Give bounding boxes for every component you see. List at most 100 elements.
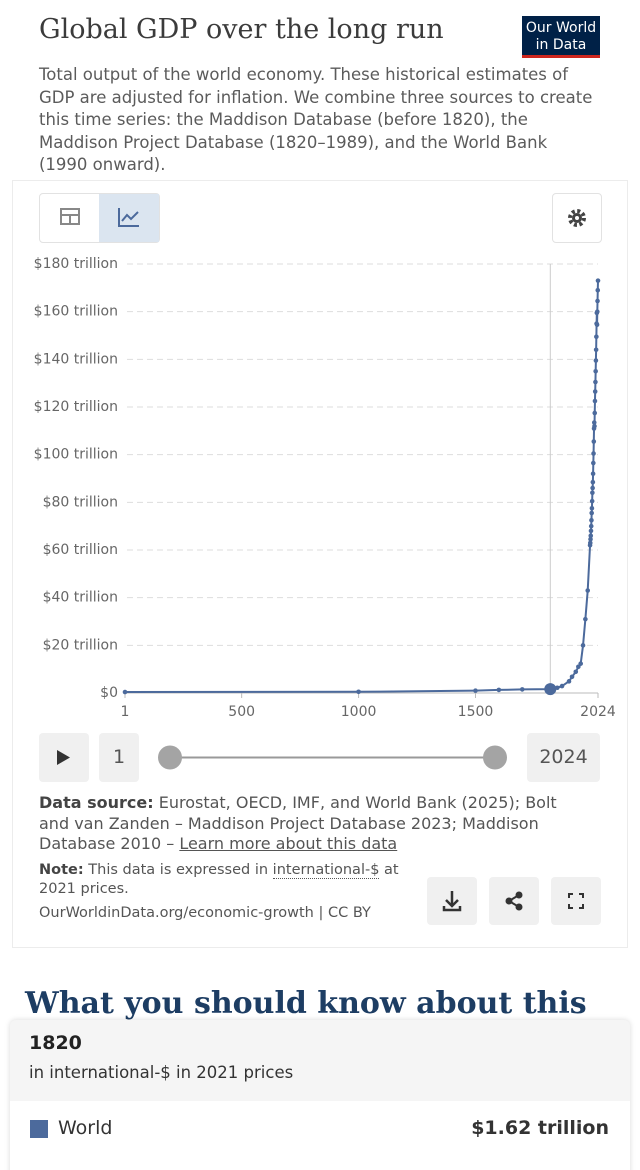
data-point <box>590 490 595 496</box>
data-point <box>593 368 598 374</box>
data-point <box>590 479 596 485</box>
download-icon <box>442 891 462 912</box>
settings-button[interactable] <box>552 193 602 243</box>
data-point <box>588 533 594 538</box>
timeline-start[interactable]: 1 <box>99 733 139 782</box>
data-point <box>592 398 598 404</box>
data-point <box>594 334 599 339</box>
url: OurWorldinData.org/economic-growth | CC … <box>39 905 371 921</box>
data-point <box>591 460 596 466</box>
chart-tab[interactable] <box>99 194 159 242</box>
x-tick-label: 1000 <box>341 704 377 720</box>
data-point <box>496 687 502 693</box>
data-point <box>593 379 598 385</box>
data-point <box>593 358 599 363</box>
data-point <box>591 451 596 456</box>
data-point <box>590 471 596 477</box>
data-point <box>589 517 594 523</box>
y-tick-label: $60 trillion <box>43 542 118 558</box>
data-point <box>592 389 598 394</box>
data-point <box>566 679 572 684</box>
share-button[interactable] <box>489 877 539 925</box>
logo-line: in Data <box>535 37 587 53</box>
data-point <box>591 439 597 444</box>
learn-more-link[interactable]: Learn more about this data <box>179 834 398 853</box>
data-point <box>592 410 598 416</box>
download-button[interactable] <box>427 877 477 925</box>
data-point <box>594 309 600 314</box>
highlight-point <box>544 683 557 696</box>
data-point <box>588 523 594 529</box>
timeline-slider[interactable] <box>150 733 520 782</box>
data-point <box>583 616 588 622</box>
data-point <box>589 498 595 504</box>
data-point <box>589 510 594 516</box>
data-point <box>585 588 591 593</box>
source-label: Data source: <box>39 793 154 812</box>
tab-group <box>39 193 160 243</box>
fullscreen-icon <box>568 893 584 909</box>
table-icon <box>60 208 80 225</box>
y-tick-label: $40 trillion <box>43 590 118 606</box>
tooltip-value: $1.62 trillion <box>471 1117 609 1139</box>
share-icon <box>505 891 523 911</box>
note-link[interactable]: international-$ <box>272 862 380 879</box>
data-point <box>519 687 525 692</box>
data-point <box>588 536 593 542</box>
data-point <box>587 540 593 546</box>
title: Global GDP over the long run <box>39 14 444 45</box>
timeline-end[interactable]: 2024 <box>527 733 600 782</box>
data-point <box>594 322 600 328</box>
y-tick-label: $180 trillion <box>34 256 118 272</box>
legend-swatch <box>30 1120 48 1138</box>
data-point <box>595 298 600 304</box>
play-button[interactable] <box>39 733 89 782</box>
logo[interactable]: Our World in Data <box>522 16 600 58</box>
tooltip: 1820 in international-$ in 2021 prices W… <box>10 1020 630 1170</box>
fullscreen-button[interactable] <box>551 877 601 925</box>
source: Data source: Eurostat, OECD, IMF, and Wo… <box>39 793 579 855</box>
data-point <box>573 669 579 675</box>
chart-card <box>12 180 628 948</box>
note-text: This data is expressed in <box>88 862 273 878</box>
y-tick-label: $0 <box>100 685 118 701</box>
data-point <box>569 674 575 680</box>
data-point <box>592 423 597 429</box>
data-point <box>356 689 361 695</box>
data-point <box>589 505 595 511</box>
gear-icon <box>568 209 586 227</box>
section-heading: What you should know about this <box>25 986 587 1021</box>
data-point <box>591 420 597 425</box>
subtitle: Total output of the world economy. These… <box>39 65 593 174</box>
data-point <box>559 683 565 689</box>
x-tick-label: 1 <box>121 704 130 720</box>
play-icon <box>57 750 70 765</box>
tooltip-year: 1820 <box>29 1032 82 1054</box>
note-label: Note: <box>39 862 84 878</box>
data-point <box>122 689 128 695</box>
tooltip-unit: in international-$ in 2021 prices <box>29 1063 294 1082</box>
data-point <box>473 688 478 693</box>
chart-icon <box>118 208 139 227</box>
data-point <box>595 278 601 283</box>
tooltip-row: World $1.62 trillion <box>10 1101 630 1170</box>
note: Note: This data is expressed in internat… <box>39 861 419 899</box>
logo-line: Our World <box>525 20 597 36</box>
x-tick-label: 1500 <box>458 704 494 720</box>
y-tick-label: $100 trillion <box>34 447 118 463</box>
source-text: Eurostat, OECD, IMF, and World Bank (202… <box>39 793 557 853</box>
x-tick-label: 500 <box>228 704 255 720</box>
data-point <box>555 685 560 691</box>
data-point <box>588 528 594 534</box>
x-tick-label: 2024 <box>580 704 616 720</box>
chart: $0 $20 trillion $40 trillion $60 trillion $8… <box>34 256 616 720</box>
data-point <box>578 661 583 666</box>
y-tick-label: $20 trillion <box>43 637 118 653</box>
y-tick-label: $120 trillion <box>34 399 118 415</box>
data-point <box>580 643 586 648</box>
y-tick-label: $160 trillion <box>34 304 118 320</box>
table-tab[interactable] <box>40 194 99 242</box>
y-tick-label: $140 trillion <box>34 351 118 367</box>
y-tick-label: $80 trillion <box>43 494 118 510</box>
